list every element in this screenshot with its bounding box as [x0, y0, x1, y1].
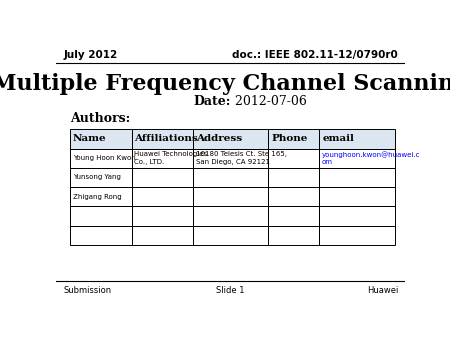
Bar	[268, 225, 320, 245]
Bar	[193, 206, 268, 225]
Bar	[70, 149, 132, 168]
Bar	[132, 225, 193, 245]
Bar	[320, 168, 395, 187]
Text: doc.: IEEE 802.11-12/0790r0: doc.: IEEE 802.11-12/0790r0	[232, 50, 398, 60]
Bar	[70, 225, 132, 245]
Bar	[70, 206, 132, 225]
Bar	[193, 149, 268, 168]
Bar	[70, 187, 132, 206]
Text: Huawei: Huawei	[367, 286, 398, 295]
Text: Slide 1: Slide 1	[216, 286, 245, 295]
Text: Address: Address	[196, 134, 242, 143]
Bar	[193, 168, 268, 187]
Text: Phone: Phone	[271, 134, 307, 143]
Text: Authors:: Authors:	[70, 112, 130, 125]
Bar	[70, 129, 395, 149]
Text: Zhigang Rong: Zhigang Rong	[72, 194, 121, 200]
Bar	[132, 187, 193, 206]
Text: Submission: Submission	[63, 286, 111, 295]
Text: Multiple Frequency Channel Scanning: Multiple Frequency Channel Scanning	[0, 73, 450, 95]
Bar	[320, 149, 395, 168]
Bar	[268, 149, 320, 168]
Bar	[268, 187, 320, 206]
Bar	[132, 168, 193, 187]
Bar	[320, 187, 395, 206]
Text: Young Hoon Kwon: Young Hoon Kwon	[72, 155, 135, 161]
Bar	[193, 187, 268, 206]
Bar	[132, 149, 193, 168]
Text: Affiliations: Affiliations	[135, 134, 198, 143]
Bar	[268, 129, 320, 149]
Text: younghoon.kwon@huawei.c
om: younghoon.kwon@huawei.c om	[322, 151, 420, 165]
Text: 2012-07-06: 2012-07-06	[230, 95, 306, 108]
Bar	[320, 206, 395, 225]
Bar	[320, 129, 395, 149]
Text: 10180 Telesis Ct. Ste 165,
San Diego, CA 92121: 10180 Telesis Ct. Ste 165, San Diego, CA…	[196, 151, 287, 165]
Bar	[70, 168, 132, 187]
Text: Yunsong Yang: Yunsong Yang	[72, 174, 121, 180]
Text: Name: Name	[73, 134, 107, 143]
Bar	[132, 206, 193, 225]
Text: Date:: Date:	[193, 95, 230, 108]
Text: email: email	[322, 134, 354, 143]
Bar	[320, 225, 395, 245]
Bar	[268, 206, 320, 225]
Bar	[70, 129, 132, 149]
Bar	[193, 225, 268, 245]
Bar	[132, 129, 193, 149]
Bar	[268, 168, 320, 187]
Bar	[193, 129, 268, 149]
Text: July 2012: July 2012	[63, 50, 117, 60]
Text: Huawei Technologies
Co., LTD.: Huawei Technologies Co., LTD.	[134, 151, 207, 165]
